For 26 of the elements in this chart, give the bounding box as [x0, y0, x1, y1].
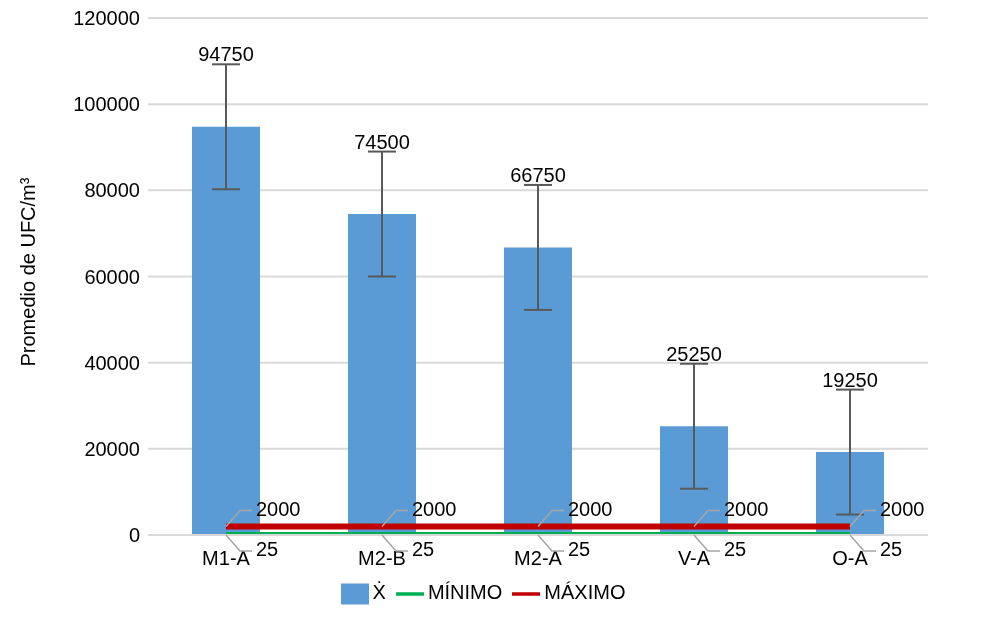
y-tick-label: 40000: [84, 351, 140, 374]
x-tick-label: M2-A: [514, 547, 563, 570]
x-tick-label: M2-B: [358, 547, 406, 570]
legend-label: Ẋ: [372, 581, 386, 604]
data-label: 25: [568, 538, 591, 561]
y-tick-label: 20000: [84, 437, 140, 460]
data-label: 25: [724, 538, 747, 561]
data-label: 94750: [198, 43, 254, 66]
y-tick-label: 100000: [73, 93, 140, 116]
y-tick-label: 120000: [73, 7, 140, 30]
y-tick-label: 0: [128, 524, 140, 547]
data-label: 66750: [510, 163, 566, 186]
x-tick-label: M1-A: [202, 547, 251, 570]
data-label: 25: [880, 538, 903, 561]
legend-label: MÍNIMO: [427, 581, 503, 604]
y-axis-title: Promedio de UFC/m³: [17, 177, 40, 367]
data-label: 74500: [354, 130, 410, 153]
data-label: 25250: [666, 342, 722, 365]
data-label: 25: [412, 538, 435, 561]
data-label: 19250: [822, 368, 878, 391]
data-label: 25: [256, 538, 279, 561]
x-tick-label: V-A: [677, 547, 711, 570]
legend-label: MÁXIMO: [544, 581, 626, 604]
x-tick-label: O-A: [832, 547, 869, 570]
y-tick-label: 60000: [84, 265, 140, 288]
y-tick-label: 80000: [84, 179, 140, 202]
